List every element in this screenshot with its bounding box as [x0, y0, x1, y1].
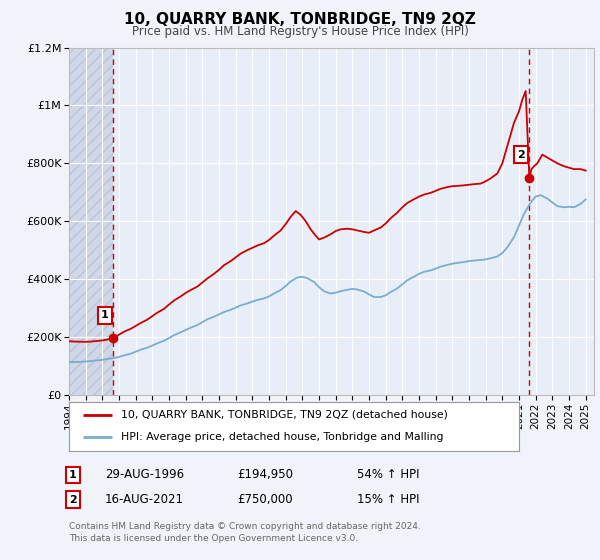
Text: 10, QUARRY BANK, TONBRIDGE, TN9 2QZ: 10, QUARRY BANK, TONBRIDGE, TN9 2QZ	[124, 12, 476, 27]
Text: 2: 2	[69, 494, 77, 505]
Text: 1: 1	[101, 310, 109, 320]
Text: 10, QUARRY BANK, TONBRIDGE, TN9 2QZ (detached house): 10, QUARRY BANK, TONBRIDGE, TN9 2QZ (det…	[121, 410, 448, 420]
Text: 2: 2	[517, 150, 525, 160]
Text: Price paid vs. HM Land Registry's House Price Index (HPI): Price paid vs. HM Land Registry's House …	[131, 25, 469, 38]
Text: Contains HM Land Registry data © Crown copyright and database right 2024.
This d: Contains HM Land Registry data © Crown c…	[69, 522, 421, 543]
Text: £194,950: £194,950	[237, 468, 293, 482]
Text: 29-AUG-1996: 29-AUG-1996	[105, 468, 184, 482]
Text: £750,000: £750,000	[237, 493, 293, 506]
Text: HPI: Average price, detached house, Tonbridge and Malling: HPI: Average price, detached house, Tonb…	[121, 432, 443, 442]
Text: 54% ↑ HPI: 54% ↑ HPI	[357, 468, 419, 482]
Bar	[69, 48, 113, 395]
Text: 1: 1	[69, 470, 77, 480]
Text: 16-AUG-2021: 16-AUG-2021	[105, 493, 184, 506]
Text: 15% ↑ HPI: 15% ↑ HPI	[357, 493, 419, 506]
